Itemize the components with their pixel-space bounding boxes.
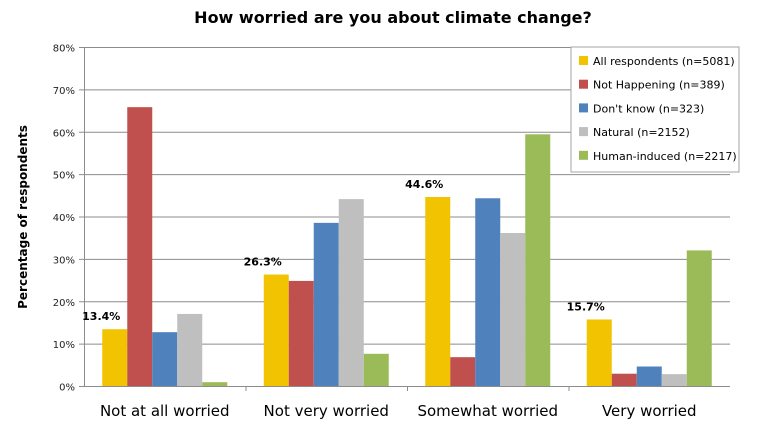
legend-swatch <box>579 79 588 89</box>
bar <box>475 198 501 386</box>
legend-label: Don't know (n=323) <box>593 102 704 115</box>
bar <box>686 250 712 386</box>
bar <box>313 222 339 386</box>
bar <box>288 280 314 386</box>
bar <box>127 107 153 387</box>
x-axis-ticks: Not at all worried Not very worried Somewh… <box>100 402 697 420</box>
bar <box>152 332 178 386</box>
bar <box>661 374 687 386</box>
legend-label: Not Happening (n=389) <box>593 79 725 92</box>
y-tick-label: 40% <box>53 213 75 224</box>
bar <box>636 366 662 386</box>
y-tick-label: 30% <box>53 255 75 266</box>
bars <box>102 107 712 387</box>
bar <box>263 274 289 386</box>
y-tick-label: 0% <box>59 383 75 394</box>
legend-swatch <box>579 127 588 137</box>
data-label: 13.4% <box>82 310 120 323</box>
bar <box>102 329 128 386</box>
y-tick-label: 70% <box>53 86 75 97</box>
x-tick-label: Not very worried <box>264 402 389 420</box>
bar <box>177 313 203 386</box>
bar <box>202 382 228 386</box>
y-tick-label: 50% <box>53 171 75 182</box>
legend-label: Natural (n=2152) <box>593 126 690 139</box>
legend-box <box>570 46 740 173</box>
legend-label: Human-induced (n=2217) <box>593 150 737 163</box>
y-tick-label: 10% <box>53 340 75 351</box>
bar <box>525 134 551 386</box>
y-tick-label: 80% <box>53 44 75 55</box>
y-axis-label: Percentage of respondents <box>16 125 30 309</box>
bar <box>425 197 451 386</box>
y-tick-label: 60% <box>53 128 75 139</box>
bar <box>611 373 637 386</box>
bar <box>338 199 364 386</box>
data-label: 44.6% <box>405 178 443 191</box>
bar <box>450 357 476 386</box>
chart-title: How worried are you about climate change… <box>194 8 592 27</box>
bar <box>363 353 389 386</box>
data-label: 15.7% <box>567 300 605 313</box>
legend-swatch <box>579 150 588 160</box>
y-axis-ticks: 0% 10% 20% 30% 40% 50% 60% 70% 80% <box>53 44 75 394</box>
x-tick-label: Very worried <box>602 402 697 420</box>
legend-label: All respondents (n=5081) <box>593 55 735 68</box>
data-labels: 13.4% 26.3% 44.6% 15.7% <box>82 178 605 323</box>
x-tick-label: Somewhat worried <box>417 402 558 420</box>
y-tick-label: 20% <box>53 298 75 309</box>
data-label: 26.3% <box>244 256 282 269</box>
bar <box>586 319 612 386</box>
bar <box>500 233 526 386</box>
x-tick-label: Not at all worried <box>100 402 230 420</box>
legend-swatch <box>579 103 588 113</box>
legend: All respondents (n=5081) Not Happening (n… <box>570 46 740 173</box>
legend-swatch <box>579 56 588 65</box>
